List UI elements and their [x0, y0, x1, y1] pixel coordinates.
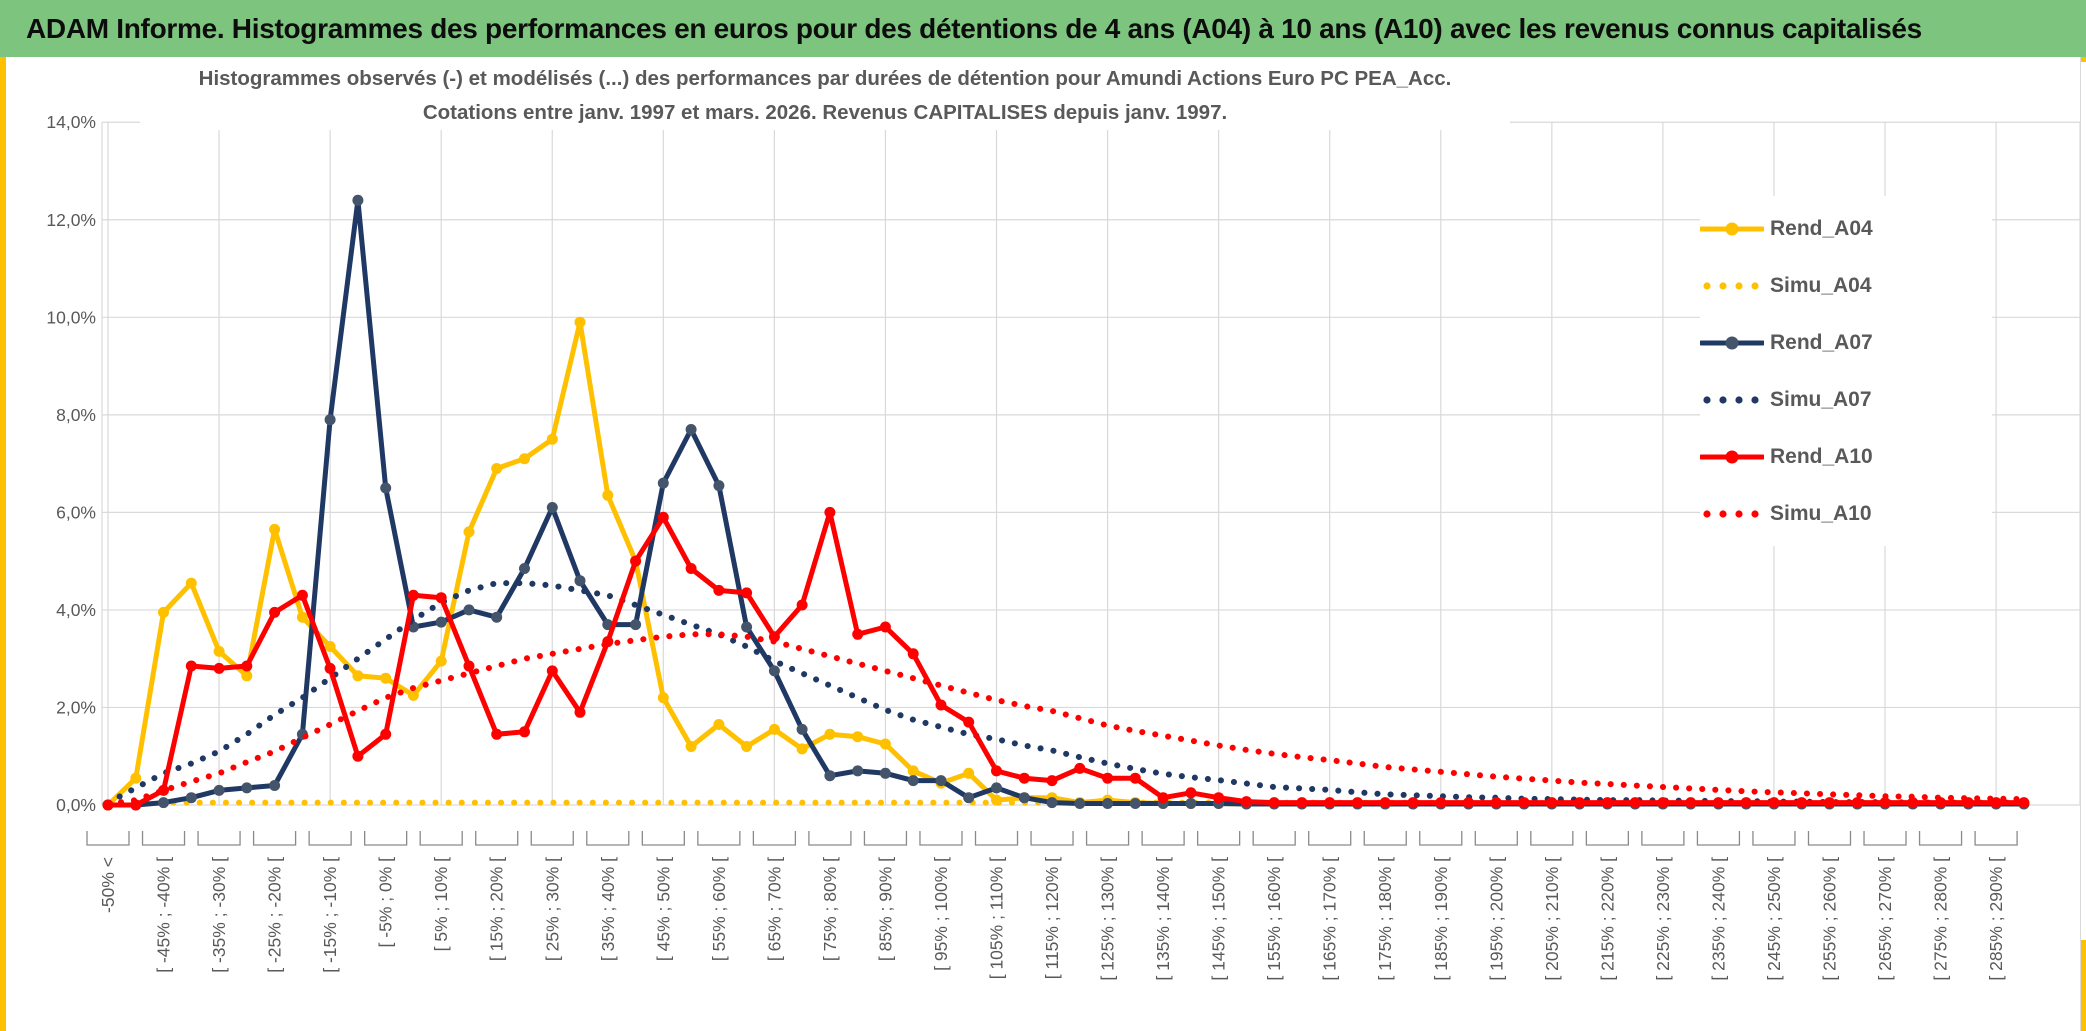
x-tick-label: [ 185% ; 190% [ — [1431, 857, 1451, 981]
x-tick-label: [ 105% ; 110% [ — [987, 857, 1007, 979]
x-tick-label: [ 195% ; 200% [ — [1486, 857, 1506, 981]
x-tick-label: [ 265% ; 270% [ — [1875, 857, 1895, 981]
header-bar: ADAM Informe. Histogrammes des performan… — [0, 0, 2086, 57]
x-tick-label: [ 55% ; 60% [ — [709, 857, 729, 961]
x-tick-label: [ 145% ; 150% [ — [1209, 857, 1229, 981]
markers-Rend_A10 — [102, 506, 2030, 811]
legend-item-Simu_A04: Simu_A04 — [1700, 257, 1992, 314]
y-axis-labels: 0,0% 2,0% 4,0% 6,0% 8,0% 10,0% 12,0% 14,0% — [46, 112, 96, 815]
legend-item-Simu_A10: Simu_A10 — [1700, 485, 1992, 542]
legend-label: Simu_A04 — [1770, 273, 1872, 297]
x-tick-label: [ 165% ; 170% [ — [1320, 857, 1340, 981]
x-tick-label: [ -25% ; -20% [ — [265, 857, 285, 973]
y-tick-label: 10,0% — [46, 307, 96, 327]
series-Rend_A10 — [102, 506, 2030, 811]
x-tick-label: [ 115% ; 120% [ — [1042, 857, 1062, 979]
x-tick-label: [ 245% ; 250% [ — [1764, 857, 1784, 981]
x-axis-tick-marks — [86, 831, 2018, 846]
legend-label: Rend_A10 — [1770, 444, 1873, 468]
chart-title-line1: Histogrammes observés (-) et modélisés (… — [198, 67, 1452, 90]
y-tick-label: 8,0% — [56, 405, 96, 425]
x-tick-label: [ 5% ; 10% [ — [431, 857, 451, 951]
legend-label: Rend_A04 — [1770, 216, 1873, 240]
legend-item-Simu_A07: Simu_A07 — [1700, 371, 1992, 428]
page-title: ADAM Informe. Histogrammes des performan… — [26, 12, 1922, 44]
x-tick-label: [ -15% ; -10% [ — [320, 857, 340, 973]
x-axis-labels: -50% < [ -45% ; -40% [ [ -35% ; -30% [ [ -2… — [98, 857, 2006, 981]
legend-swatch-Rend_A07 — [1700, 336, 1764, 349]
y-tick-label: 0,0% — [56, 795, 96, 815]
x-tick-label: [ 65% ; 70% [ — [764, 857, 784, 961]
gold-border-right-bottom — [2080, 940, 2086, 1031]
x-tick-label: [ 175% ; 180% [ — [1375, 857, 1395, 981]
legend-swatch-Simu_A10 — [1703, 509, 1759, 518]
x-tick-label: [ 85% ; 90% [ — [875, 857, 895, 961]
y-tick-label: 2,0% — [56, 697, 96, 717]
x-tick-label: [ 125% ; 130% [ — [1098, 857, 1118, 981]
legend: Rend_A04 Simu_A04 Rend_A07 Simu_A07 Rend_A10… — [1700, 196, 1992, 546]
legend-label: Rend_A07 — [1770, 330, 1873, 354]
x-tick-label: [ 235% ; 240% [ — [1708, 857, 1728, 981]
x-tick-label: [ 205% ; 210% [ — [1542, 857, 1562, 981]
x-tick-label: [ 215% ; 220% [ — [1597, 857, 1617, 981]
legend-label: Simu_A10 — [1770, 501, 1872, 525]
x-tick-label: -50% < — [98, 857, 118, 913]
x-tick-label: [ 255% ; 260% [ — [1819, 857, 1839, 981]
y-tick-label: 14,0% — [46, 112, 96, 132]
x-tick-label: [ 225% ; 230% [ — [1653, 857, 1673, 981]
x-tick-label: [ 275% ; 280% [ — [1931, 857, 1951, 981]
legend-item-Rend_A07: Rend_A07 — [1700, 314, 1992, 371]
legend-swatch-Rend_A04 — [1700, 222, 1764, 235]
x-tick-label: [ -5% ; 0% [ — [376, 857, 396, 948]
legend-item-Rend_A10: Rend_A10 — [1700, 428, 1992, 485]
legend-item-Rend_A04: Rend_A04 — [1700, 200, 1992, 257]
x-tick-label: [ 25% ; 30% [ — [542, 857, 562, 961]
y-tick-label: 6,0% — [56, 502, 96, 522]
x-tick-label: [ -45% ; -40% [ — [154, 857, 174, 973]
x-tick-label: [ 35% ; 40% [ — [598, 857, 618, 961]
x-tick-label: [ 285% ; 290% [ — [1986, 857, 2006, 981]
x-tick-label: [ 135% ; 140% [ — [1153, 857, 1173, 981]
y-tick-label: 12,0% — [46, 210, 96, 230]
x-tick-label: [ 75% ; 80% [ — [820, 857, 840, 961]
y-tick-label: 4,0% — [56, 600, 96, 620]
x-tick-label: [ 155% ; 160% [ — [1264, 857, 1284, 981]
legend-swatch-Simu_A07 — [1703, 395, 1759, 404]
legend-swatch-Simu_A04 — [1703, 281, 1759, 290]
legend-label: Simu_A07 — [1770, 387, 1872, 411]
x-tick-label: [ 45% ; 50% [ — [653, 857, 673, 961]
series-Simu_A10 — [105, 631, 2027, 807]
legend-swatch-Rend_A10 — [1700, 450, 1764, 463]
chart-title-line2: Cotations entre janv. 1997 et mars. 2026… — [422, 101, 1228, 124]
gold-border-left — [0, 48, 6, 1031]
x-tick-label: [ 95% ; 100% [ — [931, 857, 951, 971]
chart-title: Histogrammes observés (-) et modélisés (… — [140, 62, 1510, 130]
x-tick-label: [ 15% ; 20% [ — [487, 857, 507, 961]
x-tick-label: [ -35% ; -30% [ — [209, 857, 229, 973]
